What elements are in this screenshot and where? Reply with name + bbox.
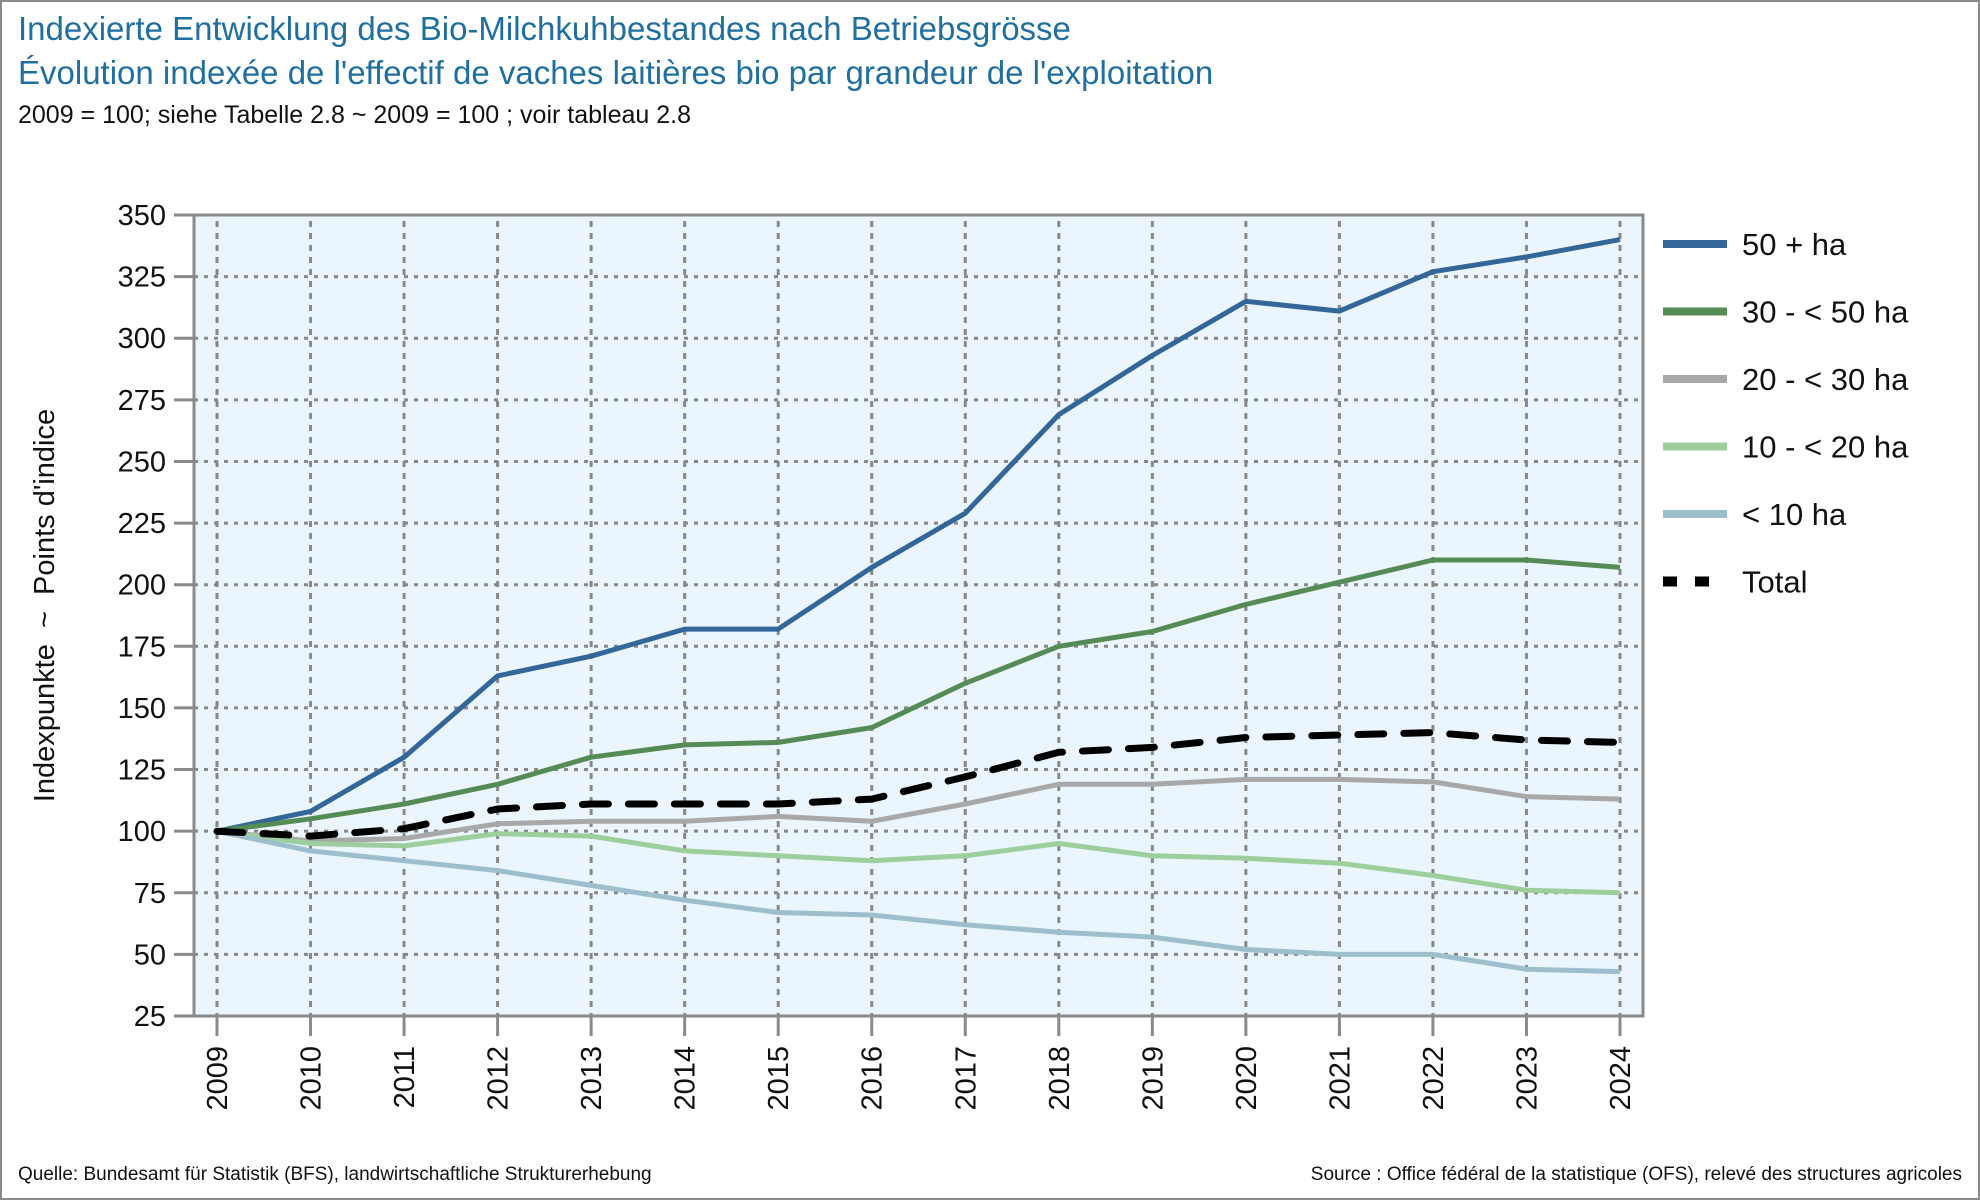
axes bbox=[192, 213, 1645, 1018]
legend-item: 50 + ha bbox=[1663, 227, 1847, 262]
legend-item: < 10 ha bbox=[1663, 497, 1847, 532]
x-tick-label: 2013 bbox=[576, 1046, 608, 1111]
x-tick-label: 2022 bbox=[1418, 1046, 1450, 1111]
y-tick-label: 75 bbox=[134, 878, 166, 910]
y-tick-label: 325 bbox=[118, 262, 166, 294]
series-line-10-20-ha bbox=[216, 828, 1621, 896]
y-tick-label: 150 bbox=[118, 693, 166, 725]
legend-item: 30 - < 50 ha bbox=[1663, 295, 1909, 330]
legend-label: Total bbox=[1742, 565, 1807, 600]
x-tick-label: 2020 bbox=[1231, 1046, 1263, 1111]
legend-label: 50 + ha bbox=[1742, 227, 1847, 262]
x-tick-label: 2023 bbox=[1511, 1046, 1543, 1111]
series-line-10-ha bbox=[216, 828, 1621, 975]
series-line-total bbox=[213, 729, 1624, 840]
x-tick-label: 2016 bbox=[857, 1046, 889, 1111]
source-fr: Source : Office fédéral de la statistiqu… bbox=[1310, 1164, 1962, 1185]
series-line-20-30-ha bbox=[216, 776, 1621, 844]
x-tick-label: 2021 bbox=[1324, 1046, 1356, 1111]
y-tick-label: 175 bbox=[118, 631, 166, 663]
series-line-30-50-ha bbox=[216, 557, 1621, 834]
x-tick-label: 2015 bbox=[763, 1046, 795, 1111]
x-tick-label: 2019 bbox=[1137, 1046, 1169, 1111]
legend-label: 30 - < 50 ha bbox=[1742, 295, 1909, 330]
y-axis-label: Indexpunkte ~ Points d'indice bbox=[29, 409, 61, 802]
legend-item: 20 - < 30 ha bbox=[1663, 362, 1909, 397]
x-tick-label: 2014 bbox=[670, 1046, 702, 1111]
y-tick-label: 125 bbox=[118, 755, 166, 787]
chart-title-fr: Évolution indexée de l'effectif de vache… bbox=[18, 54, 1214, 91]
legend: 50 + ha 30 - < 50 ha 20 - < 30 ha 10 - < 20… bbox=[1663, 227, 1909, 600]
plot-border bbox=[192, 213, 1645, 1018]
x-tick-label: 2009 bbox=[202, 1046, 234, 1111]
series-line-50-ha bbox=[216, 237, 1621, 834]
source-de: Quelle: Bundesamt für Statistik (BFS), l… bbox=[18, 1164, 652, 1185]
y-tick-label: 25 bbox=[134, 1001, 166, 1033]
y-tick-label: 300 bbox=[118, 323, 166, 355]
series-lines bbox=[213, 237, 1624, 975]
y-tick-label: 250 bbox=[118, 446, 166, 478]
chart-title-de: Indexierte Entwicklung des Bio-Milchkuhb… bbox=[18, 10, 1071, 47]
legend-item: Total bbox=[1663, 565, 1807, 600]
y-tick-label: 275 bbox=[118, 385, 166, 417]
x-axis-ticks: 2009 2010 2011 2012 2013 2014 2015 2016 2017 2018… bbox=[202, 1016, 1637, 1111]
legend-label: 10 - < 20 ha bbox=[1742, 430, 1909, 465]
x-tick-label: 2012 bbox=[483, 1046, 515, 1111]
chart-subtitle: 2009 = 100; siehe Tabelle 2.8 ~ 2009 = 1… bbox=[18, 101, 691, 129]
x-tick-label: 2018 bbox=[1044, 1046, 1076, 1111]
y-tick-label: 50 bbox=[134, 939, 166, 971]
x-tick-label: 2024 bbox=[1605, 1046, 1637, 1111]
y-axis-ticks: 25 50 75 100 125 150 175 200 225 250 275 300 325 350 bbox=[118, 200, 194, 1033]
legend-label: < 10 ha bbox=[1742, 497, 1847, 532]
x-tick-label: 2010 bbox=[296, 1046, 328, 1111]
y-tick-label: 225 bbox=[118, 508, 166, 540]
y-tick-label: 350 bbox=[118, 200, 166, 232]
plot-area bbox=[194, 215, 1643, 1016]
y-tick-label: 200 bbox=[118, 570, 166, 602]
y-tick-label: 100 bbox=[118, 816, 166, 848]
legend-item: 10 - < 20 ha bbox=[1663, 430, 1909, 465]
x-tick-label: 2011 bbox=[389, 1046, 421, 1108]
legend-label: 20 - < 30 ha bbox=[1742, 362, 1909, 397]
x-tick-label: 2017 bbox=[950, 1046, 982, 1111]
